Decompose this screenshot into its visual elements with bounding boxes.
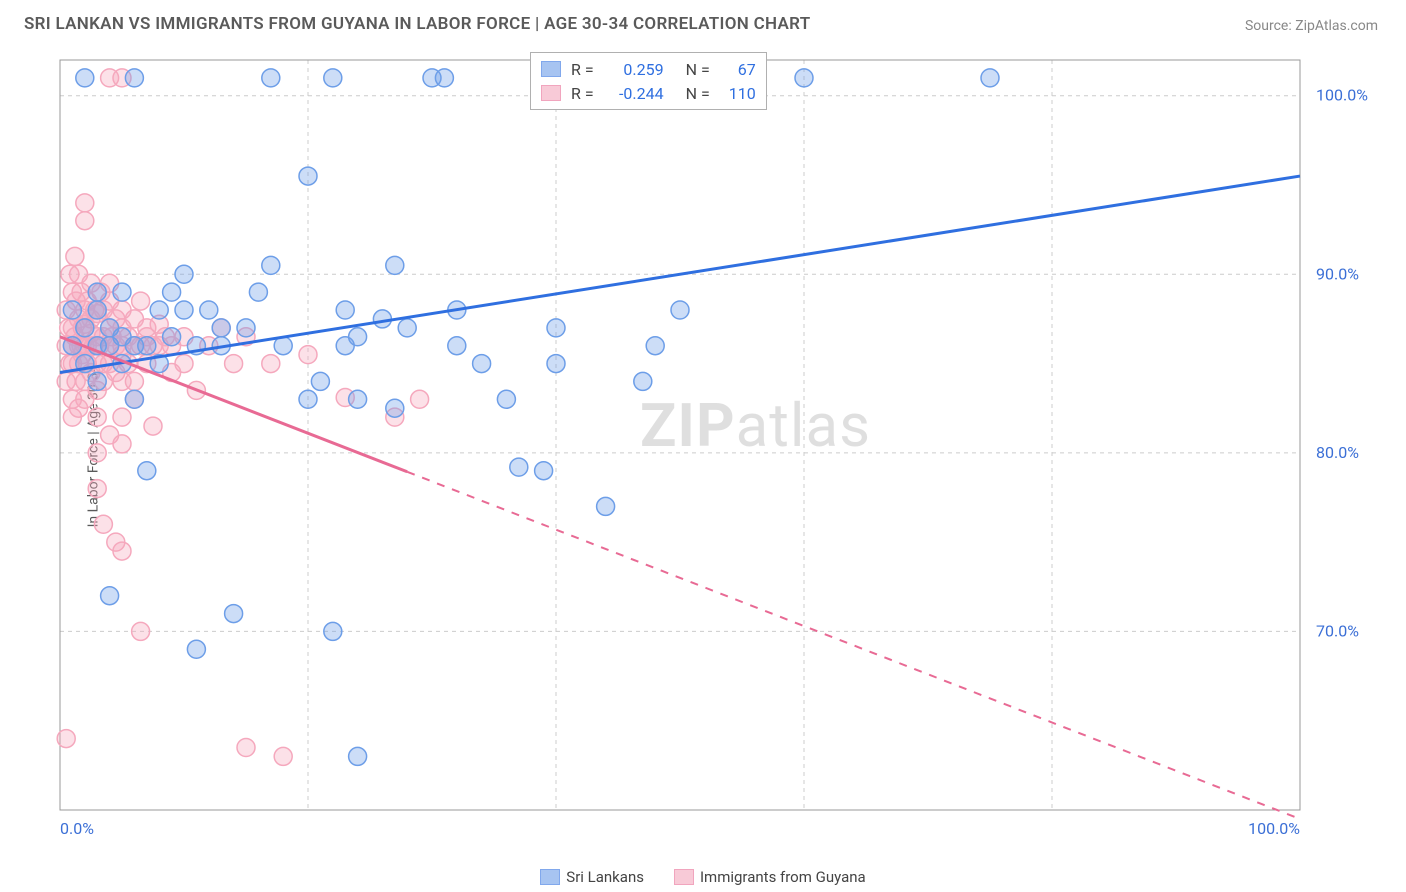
data-point: [398, 319, 416, 337]
correlation-chart: SRI LANKAN VS IMMIGRANTS FROM GUYANA IN …: [0, 0, 1406, 892]
data-point: [448, 337, 466, 355]
svg-text:90.0%: 90.0%: [1316, 264, 1359, 283]
data-point: [671, 301, 689, 319]
data-point: [510, 458, 528, 476]
data-point: [132, 292, 150, 310]
data-point: [634, 372, 652, 390]
data-point: [76, 194, 94, 212]
legend-item: Immigrants from Guyana: [674, 868, 866, 886]
data-point: [138, 337, 156, 355]
chart-title: SRI LANKAN VS IMMIGRANTS FROM GUYANA IN …: [24, 14, 810, 34]
data-point: [981, 69, 999, 87]
data-point: [597, 497, 615, 515]
data-point: [225, 355, 243, 373]
data-point: [212, 319, 230, 337]
data-point: [163, 283, 181, 301]
data-point: [175, 301, 193, 319]
data-point: [175, 265, 193, 283]
data-point: [113, 542, 131, 560]
data-point: [349, 390, 367, 408]
data-point: [299, 167, 317, 185]
data-point: [63, 301, 81, 319]
plot-area: 70.0% 80.0% 90.0% 100.0% 0.0% 100.0%: [50, 50, 1380, 850]
stats-row: R =-0.244N =110: [541, 81, 756, 105]
data-point: [411, 390, 429, 408]
svg-text:70.0%: 70.0%: [1316, 621, 1359, 640]
data-point: [311, 372, 329, 390]
data-point: [473, 355, 491, 373]
data-point: [225, 605, 243, 623]
correlation-stats-box: R =0.259N =67R =-0.244N =110: [530, 52, 767, 110]
data-point: [138, 462, 156, 480]
data-point: [163, 328, 181, 346]
data-point: [144, 417, 162, 435]
data-point: [262, 256, 280, 274]
data-point: [187, 640, 205, 658]
data-point: [299, 390, 317, 408]
data-point: [88, 444, 106, 462]
data-point: [76, 319, 94, 337]
data-point: [535, 462, 553, 480]
data-point: [249, 283, 267, 301]
data-point: [237, 739, 255, 757]
data-point: [497, 390, 515, 408]
source-attribution: Source: ZipAtlas.com: [1245, 18, 1378, 34]
data-point: [262, 355, 280, 373]
data-point: [113, 283, 131, 301]
data-point: [101, 587, 119, 605]
data-point: [262, 69, 280, 87]
legend-swatch: [674, 869, 694, 885]
svg-text:80.0%: 80.0%: [1316, 443, 1359, 462]
data-point: [88, 480, 106, 498]
data-point: [795, 69, 813, 87]
data-point: [324, 622, 342, 640]
stats-row: R =0.259N =67: [541, 57, 756, 81]
svg-text:100.0%: 100.0%: [1248, 819, 1300, 838]
trend-line-dashed: [407, 472, 1300, 819]
data-point: [386, 399, 404, 417]
data-point: [94, 515, 112, 533]
series-swatch: [541, 85, 561, 101]
data-point: [125, 69, 143, 87]
data-point: [274, 747, 292, 765]
legend-label: Sri Lankans: [566, 868, 644, 886]
data-point: [57, 730, 75, 748]
data-point: [349, 328, 367, 346]
data-point: [76, 69, 94, 87]
data-point: [336, 301, 354, 319]
series-swatch: [541, 61, 561, 77]
data-point: [349, 747, 367, 765]
data-point: [547, 319, 565, 337]
legend-bottom: Sri Lankans Immigrants from Guyana: [0, 868, 1406, 886]
legend-item: Sri Lankans: [540, 868, 644, 886]
data-point: [132, 622, 150, 640]
data-point: [175, 355, 193, 373]
data-point: [66, 247, 84, 265]
data-point: [299, 346, 317, 364]
data-point: [150, 301, 168, 319]
data-point: [125, 390, 143, 408]
legend-swatch: [540, 869, 560, 885]
svg-text:0.0%: 0.0%: [60, 819, 94, 838]
data-point: [88, 283, 106, 301]
data-point: [113, 435, 131, 453]
data-point: [88, 372, 106, 390]
scatter-svg: 70.0% 80.0% 90.0% 100.0% 0.0% 100.0%: [50, 50, 1380, 850]
data-point: [88, 408, 106, 426]
data-point: [386, 256, 404, 274]
data-point: [76, 212, 94, 230]
data-point: [113, 408, 131, 426]
data-point: [435, 69, 453, 87]
data-point: [324, 69, 342, 87]
data-point: [125, 372, 143, 390]
data-point: [646, 337, 664, 355]
svg-text:100.0%: 100.0%: [1316, 86, 1368, 105]
data-point: [200, 301, 218, 319]
data-point: [547, 355, 565, 373]
data-point: [88, 301, 106, 319]
data-point: [237, 319, 255, 337]
legend-label: Immigrants from Guyana: [700, 868, 866, 886]
